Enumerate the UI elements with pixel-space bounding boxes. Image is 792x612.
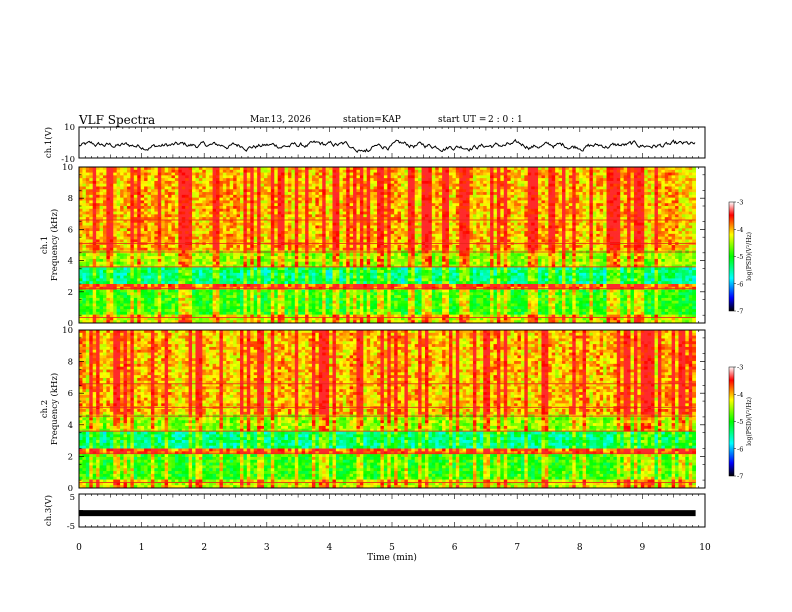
ch1-spectrogram-cells [79, 167, 696, 323]
colorbar-label: log(PSD)(V²/Hz) [746, 397, 753, 446]
x-tick-label: 5 [389, 543, 395, 553]
ch3-ytick-label: 5 [70, 493, 75, 503]
ch3-ytick-label: -5 [67, 522, 75, 532]
colorbar-tick-label: -7 [737, 308, 743, 316]
ch2-spectrogram-ytick-label: 6 [68, 389, 73, 399]
x-tick-label: 8 [577, 543, 583, 553]
ch1-spectrogram-ytick-label: 4 [68, 257, 73, 267]
ch1-spectrogram-ytick-label: 2 [68, 288, 73, 298]
vlf-figure: 10-10ch.1(V) 0246810ch.1 Frequency (kHz) … [0, 0, 792, 612]
x-tick-label: 6 [452, 543, 458, 553]
ch2-spectrogram-ylabel-frequency: Frequency (kHz) [49, 373, 60, 445]
colorbar-ch2: -3 -4 -5 -6 -7 log(PSD)(V²/Hz) [729, 364, 753, 481]
ch1-spectrogram-ytick-label: 8 [68, 194, 73, 204]
colorbar-tick-label: -3 [737, 199, 743, 207]
colorbar-tick-label: -3 [737, 364, 743, 372]
ch2-spectrogram-ytick-label: 2 [68, 452, 73, 462]
x-tick-label: 4 [327, 543, 333, 553]
ch1-spectrogram-ylabel-channel: ch.1 [40, 236, 50, 254]
colorbar-gradient [729, 202, 734, 311]
x-tick-label: 9 [640, 543, 646, 553]
x-tick-label: 1 [139, 543, 145, 553]
ch2-spectrogram-ytick-label: 4 [68, 421, 73, 431]
x-tick-label: 0 [76, 543, 82, 553]
colorbar-tick-label: -6 [737, 445, 743, 453]
x-tick-label: 2 [201, 543, 207, 553]
ch2-spectrogram-ylabel-channel: ch.2 [40, 400, 50, 418]
ch1-spectrogram-ytick-label: 10 [62, 163, 73, 173]
ch1-spectrogram-ytick-label: 6 [68, 225, 73, 235]
colorbar-label: log(PSD)(V²/Hz) [746, 232, 753, 281]
x-tick-label: 7 [514, 543, 520, 553]
ch2-spectrogram-ytick-label: 8 [68, 358, 73, 368]
colorbar-gradient [729, 367, 734, 476]
ch1-waveform-line [79, 140, 695, 153]
x-axis-label: Time (min) [367, 552, 417, 563]
colorbar-tick-label: -5 [737, 418, 743, 426]
colorbar-ch1: -3 -4 -5 -6 -7 log(PSD)(V²/Hz) [729, 199, 753, 316]
ch3-signal-panel: 5 -5 ch.3(V) [43, 493, 705, 532]
colorbar-tick-label: -4 [737, 226, 743, 234]
time-axis: 0 1 2 3 4 5 6 7 8 9 10 Time (min) [76, 543, 711, 563]
colorbar-tick-label: -4 [737, 391, 743, 399]
ch1-spectrogram-ylabel-frequency: Frequency (kHz) [49, 209, 60, 281]
ch2-spectrogram-ytick-label: 10 [62, 326, 73, 336]
ch2-spectrogram-cells [79, 330, 696, 488]
ch1-ytick-label: 10 [64, 123, 75, 133]
x-tick-label: 3 [264, 543, 270, 553]
ch1-ylabel: ch.1(V) [43, 127, 54, 158]
colorbar-tick-label: -7 [737, 473, 743, 481]
ch3-ylabel: ch.3(V) [43, 495, 54, 526]
ch3-signal-band [79, 510, 696, 516]
x-tick-label: 10 [699, 543, 711, 553]
colorbar-tick-label: -5 [737, 253, 743, 261]
colorbar-tick-label: -6 [737, 280, 743, 288]
